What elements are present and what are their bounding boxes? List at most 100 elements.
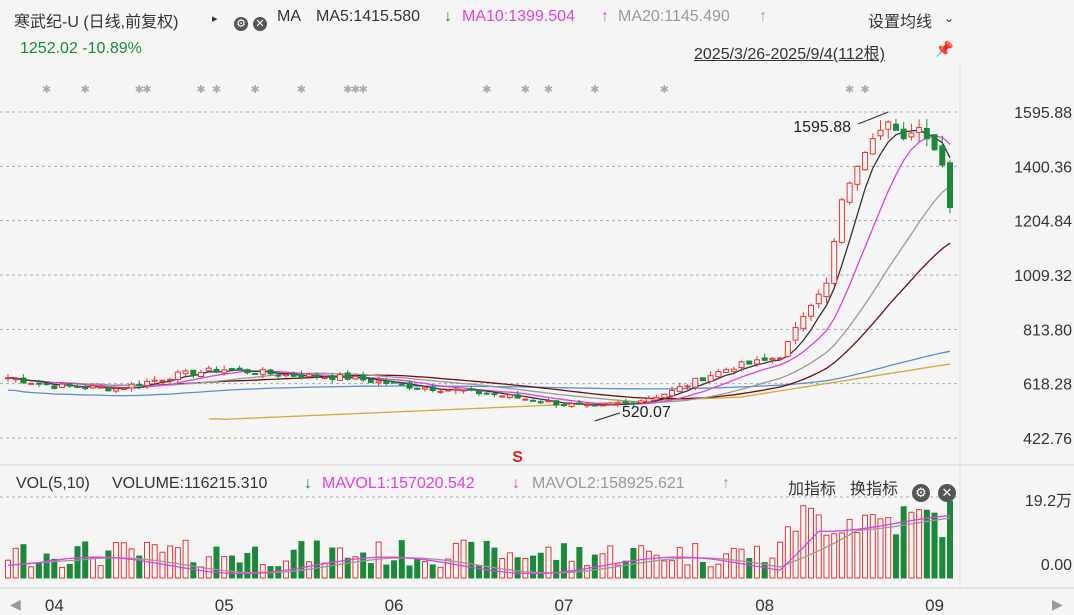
ma-label: MA <box>277 8 301 25</box>
expand-arrow-icon[interactable]: ▸ <box>212 13 218 25</box>
ma20-up-arrow-icon: ↑ <box>759 8 767 25</box>
volume-bar-down <box>43 553 50 579</box>
volume-bar-up <box>113 542 120 579</box>
switch-indicator-button[interactable]: 换指标 <box>850 481 899 498</box>
candle-up <box>143 380 150 387</box>
candle-up <box>12 378 19 381</box>
volume-bar-down <box>576 546 583 579</box>
candle-up <box>784 341 791 357</box>
x-month-label: 08 <box>755 596 774 615</box>
candle-up <box>460 389 467 392</box>
volume-tick-label: 0.00 <box>1041 557 1072 574</box>
volume-bar-up <box>815 514 822 579</box>
candle-down <box>939 145 946 166</box>
candle-up <box>28 382 35 385</box>
candle-up <box>282 374 289 377</box>
high-marker-arrow <box>858 111 889 125</box>
candle-down <box>43 383 50 386</box>
volume-bar-down <box>213 546 220 579</box>
candle-up <box>684 385 691 388</box>
candle-down <box>553 400 560 406</box>
candle-down <box>746 360 753 365</box>
candle-up <box>808 304 815 317</box>
candle-up <box>522 398 529 401</box>
volume-bar-down <box>699 561 706 579</box>
event-marker-icon: ✱ <box>135 84 144 96</box>
candle-up <box>198 371 205 378</box>
volume-bar-up <box>259 564 266 579</box>
candle-up <box>5 377 11 380</box>
event-marker-icon: ✱ <box>351 84 360 96</box>
candle-down <box>923 127 930 140</box>
candle-up <box>738 361 745 369</box>
volume-bar-up <box>723 553 730 579</box>
event-marker-icon: ✱ <box>297 84 306 96</box>
volume-bar-up <box>205 556 212 579</box>
stock-title[interactable]: 寒武纪-U (日线,前复权) <box>14 14 179 31</box>
candle-up <box>205 367 212 372</box>
candle-up <box>437 390 444 393</box>
volume-bar-up <box>784 526 791 579</box>
candle-down <box>591 404 598 407</box>
volume-bar-up <box>869 514 876 579</box>
event-marker-icon: ✱ <box>196 84 205 96</box>
event-marker-icon: ✱ <box>343 84 352 96</box>
volume-bar-down <box>35 562 42 579</box>
volume-down-arrow-icon: ↓ <box>304 475 312 492</box>
volume-bar-down <box>252 546 259 579</box>
candle-up <box>676 386 683 392</box>
candle-down <box>367 379 374 383</box>
kline-chart[interactable]: 1595.88 1400.36 1204.84 1009.32 813.80 618.28… <box>0 64 1074 615</box>
candle-down <box>236 367 243 371</box>
candle-up <box>692 377 699 388</box>
volume-bar-down <box>20 544 27 579</box>
chevron-down-icon[interactable]: ⌄ <box>944 11 955 25</box>
volume-bar-up <box>5 559 11 579</box>
volume-bar-down <box>367 563 374 579</box>
candle-up <box>815 293 822 305</box>
price-info-row: 1252.02 -10.89% 2025/3/26-2025/9/4(112根)… <box>0 34 1074 64</box>
volume-bar-up <box>676 547 683 579</box>
volume-bar-down <box>553 559 560 579</box>
candle-down <box>244 369 251 374</box>
candle-up <box>568 403 575 407</box>
candle-up <box>337 374 344 381</box>
candle-up <box>862 152 869 171</box>
candle-down <box>267 369 274 375</box>
volume-bar-down <box>900 506 907 579</box>
volume-bar-up <box>120 542 127 579</box>
candle-up <box>707 375 714 382</box>
event-marker-icon: ✱ <box>42 84 51 96</box>
price-tick-label: 618.28 <box>1023 377 1072 394</box>
candle-up <box>908 132 915 138</box>
candle-up <box>159 379 166 382</box>
event-marker-icon: ✱ <box>212 84 221 96</box>
candle-up <box>167 378 174 381</box>
add-indicator-button[interactable]: 加指标 <box>788 481 837 498</box>
mavol1-down-arrow-icon: ↓ <box>512 475 520 492</box>
volume-bar-up <box>854 532 861 579</box>
candle-down <box>360 374 367 381</box>
volume-bar-down <box>429 564 436 579</box>
candle-down <box>931 134 938 151</box>
volume-bar-down <box>236 562 243 579</box>
ma-settings-button[interactable]: 设置均线 <box>868 14 933 31</box>
volume-bar-up <box>506 552 513 579</box>
candle-up <box>375 380 382 384</box>
high-price-annotation: 1595.88 <box>793 119 851 136</box>
candle-down <box>530 399 537 402</box>
event-marker-icon: ✱ <box>359 84 368 96</box>
candle-up <box>854 165 861 185</box>
candle-down <box>228 368 235 371</box>
pin-icon[interactable]: 📌 <box>935 41 954 58</box>
price-tick-label: 1009.32 <box>1014 268 1072 285</box>
ma5-down-arrow-icon: ↓ <box>444 8 452 25</box>
candle-up <box>846 182 853 203</box>
candle-down <box>35 382 42 385</box>
date-range[interactable]: 2025/3/26-2025/9/4(112根) <box>694 46 885 63</box>
candle-down <box>947 162 953 209</box>
volume-bar-up <box>522 557 529 579</box>
scroll-left-arrow-icon: ◀ <box>10 596 21 612</box>
candle-up <box>730 368 737 372</box>
candle-up <box>499 395 506 398</box>
